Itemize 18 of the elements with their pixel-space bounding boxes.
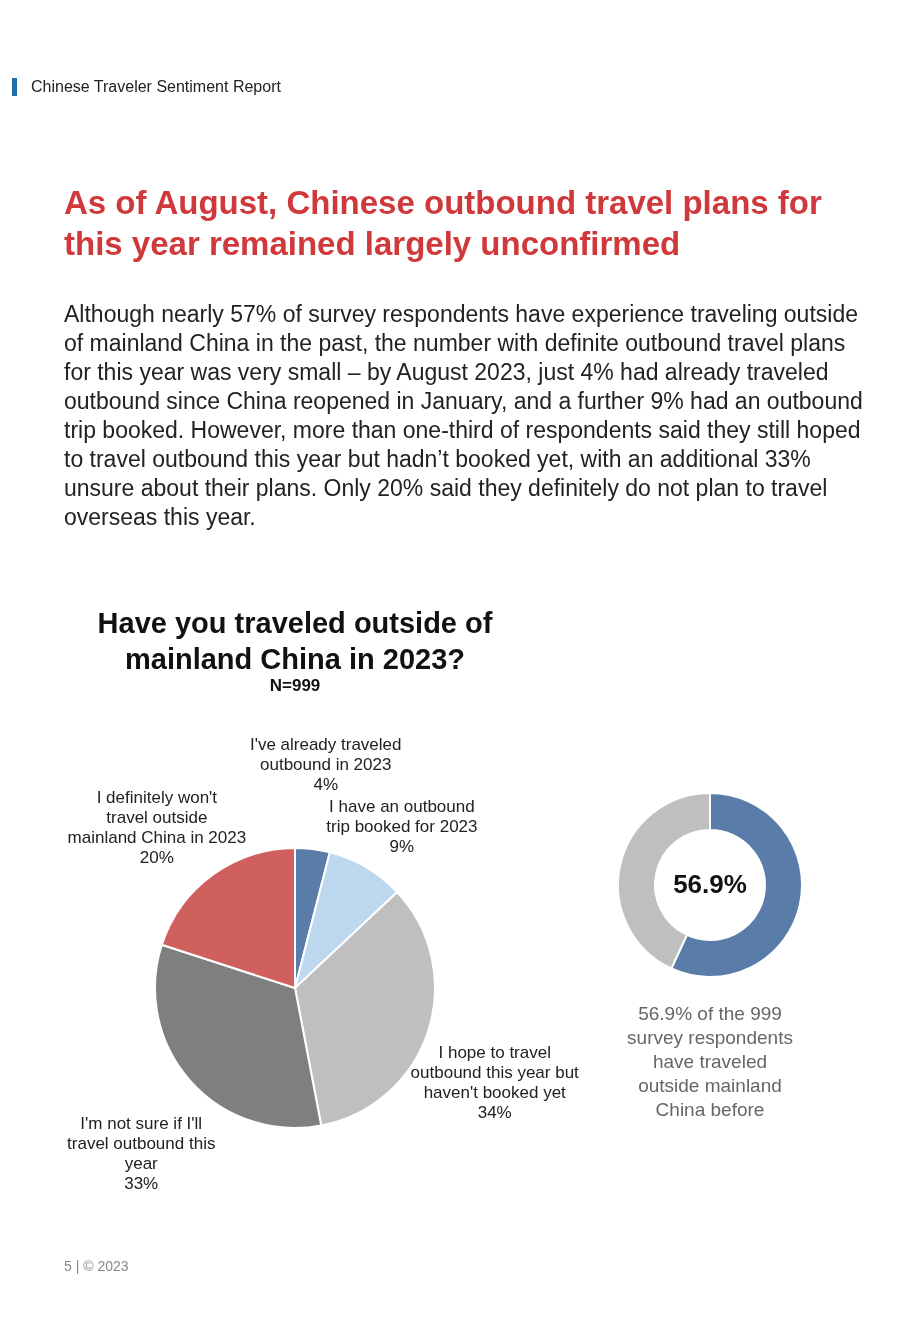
data-label: 4% [313, 774, 338, 794]
chart-title: Have you traveled outside of mainland China in 2023? [97, 607, 493, 675]
slice-label: I hope to travel outbound this year but haven't booked yet [410, 1042, 580, 1102]
slice-label: I'm not sure if I'll travel outbound this year [67, 1113, 216, 1173]
text: Chinese Traveler Sentiment Report [12, 78, 281, 96]
slice-label: I definitely won't travel outside mainland China in 2023 [67, 787, 247, 847]
data-label: 20% [139, 847, 174, 867]
text: Although nearly 57% of survey respondents have experience traveling outside of mainland China in the past, the number with definite outbound travel plans for this year was very small – by August 2023, just 4% had already traveled outbound since China reopened in January, and a further 9% had an outbound trip booked. However, more than one-third of respondents said they still hoped to travel outbound this year but hadn’t booked yet, with an additional 33% unsure about their plans. Only 20% said they definitely do not plan to travel overseas this year. [64, 300, 864, 532]
slice-label: I've already traveled outbound in 2023 [249, 734, 402, 774]
data-label: 34% [477, 1102, 512, 1122]
text: As of August, Chinese outbound travel plans for this year remained largely unconfirmed [64, 183, 823, 264]
data-label: 56.9% [673, 869, 747, 899]
data-label: 9% [389, 837, 415, 857]
slice-label: I have an outbound trip booked for 2023 [326, 797, 478, 837]
text: 5 | © 2023 [64, 1258, 129, 1274]
data-label: 33% [124, 1173, 159, 1193]
chart-subtitle: N=999 [269, 676, 321, 695]
text: 56.9% of the 999 survey respondents have traveled outside mainland China before [627, 1003, 793, 1120]
